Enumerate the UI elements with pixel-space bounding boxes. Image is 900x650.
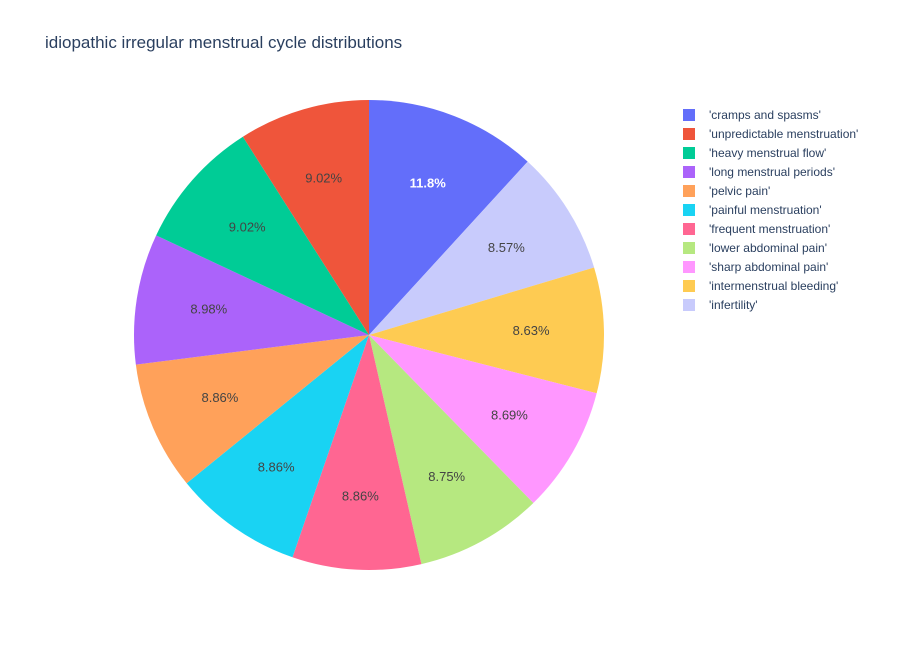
legend-item[interactable]: 'intermenstrual bleeding' [683,276,858,295]
legend-label: 'pelvic pain' [709,183,771,198]
slice-label: 11.8% [410,175,447,190]
slice-label: 8.75% [428,469,465,484]
legend-label: 'unpredictable menstruation' [709,126,859,141]
pie-slice[interactable] [369,161,595,335]
slice-label: 8.57% [488,240,525,255]
legend-item[interactable]: 'long menstrual periods' [683,162,858,181]
pie-slice[interactable] [156,136,369,335]
legend-label: 'lower abdominal pain' [709,240,827,255]
legend-item[interactable]: 'sharp abdominal pain' [683,257,858,276]
slice-label: 9.02% [229,219,266,234]
pie-slice[interactable] [369,335,534,565]
legend-item[interactable]: 'heavy menstrual flow' [683,143,858,162]
legend-swatch [683,260,695,273]
legend-swatch [683,279,695,292]
slice-label: 8.63% [513,323,550,338]
legend-item[interactable]: 'frequent menstruation' [683,219,858,238]
chart-title: idiopathic irregular menstrual cycle dis… [45,33,403,52]
pie-slice[interactable] [292,335,422,570]
legend-swatch [683,222,695,235]
slice-label: 8.98% [190,301,227,316]
legend-label: 'painful menstruation' [709,202,822,217]
pie-slice[interactable] [369,267,605,394]
legend-item[interactable]: 'infertility' [683,295,858,314]
legend-swatch [683,165,695,178]
legend-swatch [683,108,695,121]
legend-label: 'infertility' [709,297,758,312]
pie-slice[interactable] [369,100,528,335]
legend-item[interactable]: 'pelvic pain' [683,181,858,200]
pie-slice[interactable] [186,335,369,558]
legend-item[interactable]: 'painful menstruation' [683,200,858,219]
slice-label: 8.86% [342,488,379,503]
legend-label: 'heavy menstrual flow' [709,145,827,160]
pie-slice[interactable] [369,335,597,503]
pie-slice[interactable] [133,235,369,365]
slice-label: 8.86% [201,390,238,405]
legend-item[interactable]: 'unpredictable menstruation' [683,124,858,143]
legend-item[interactable]: 'cramps and spasms' [683,105,858,124]
legend-label: 'intermenstrual bleeding' [709,278,839,293]
legend-swatch [683,146,695,159]
legend-swatch [683,127,695,140]
legend-label: 'long menstrual periods' [709,164,835,179]
legend-swatch [683,298,695,311]
slice-label: 9.02% [305,171,342,186]
legend-swatch [683,184,695,197]
pie-slice[interactable] [135,335,369,484]
legend-label: 'frequent menstruation' [709,221,831,236]
legend-label: 'cramps and spasms' [709,107,821,122]
legend-swatch [683,203,695,216]
legend-item[interactable]: 'lower abdominal pain' [683,238,858,257]
legend-swatch [683,241,695,254]
slice-label: 8.86% [258,459,295,474]
slice-label: 8.69% [491,407,528,422]
pie-slice[interactable] [242,100,369,335]
legend: 'cramps and spasms' 'unpredictable menst… [683,105,858,314]
legend-label: 'sharp abdominal pain' [709,259,829,274]
